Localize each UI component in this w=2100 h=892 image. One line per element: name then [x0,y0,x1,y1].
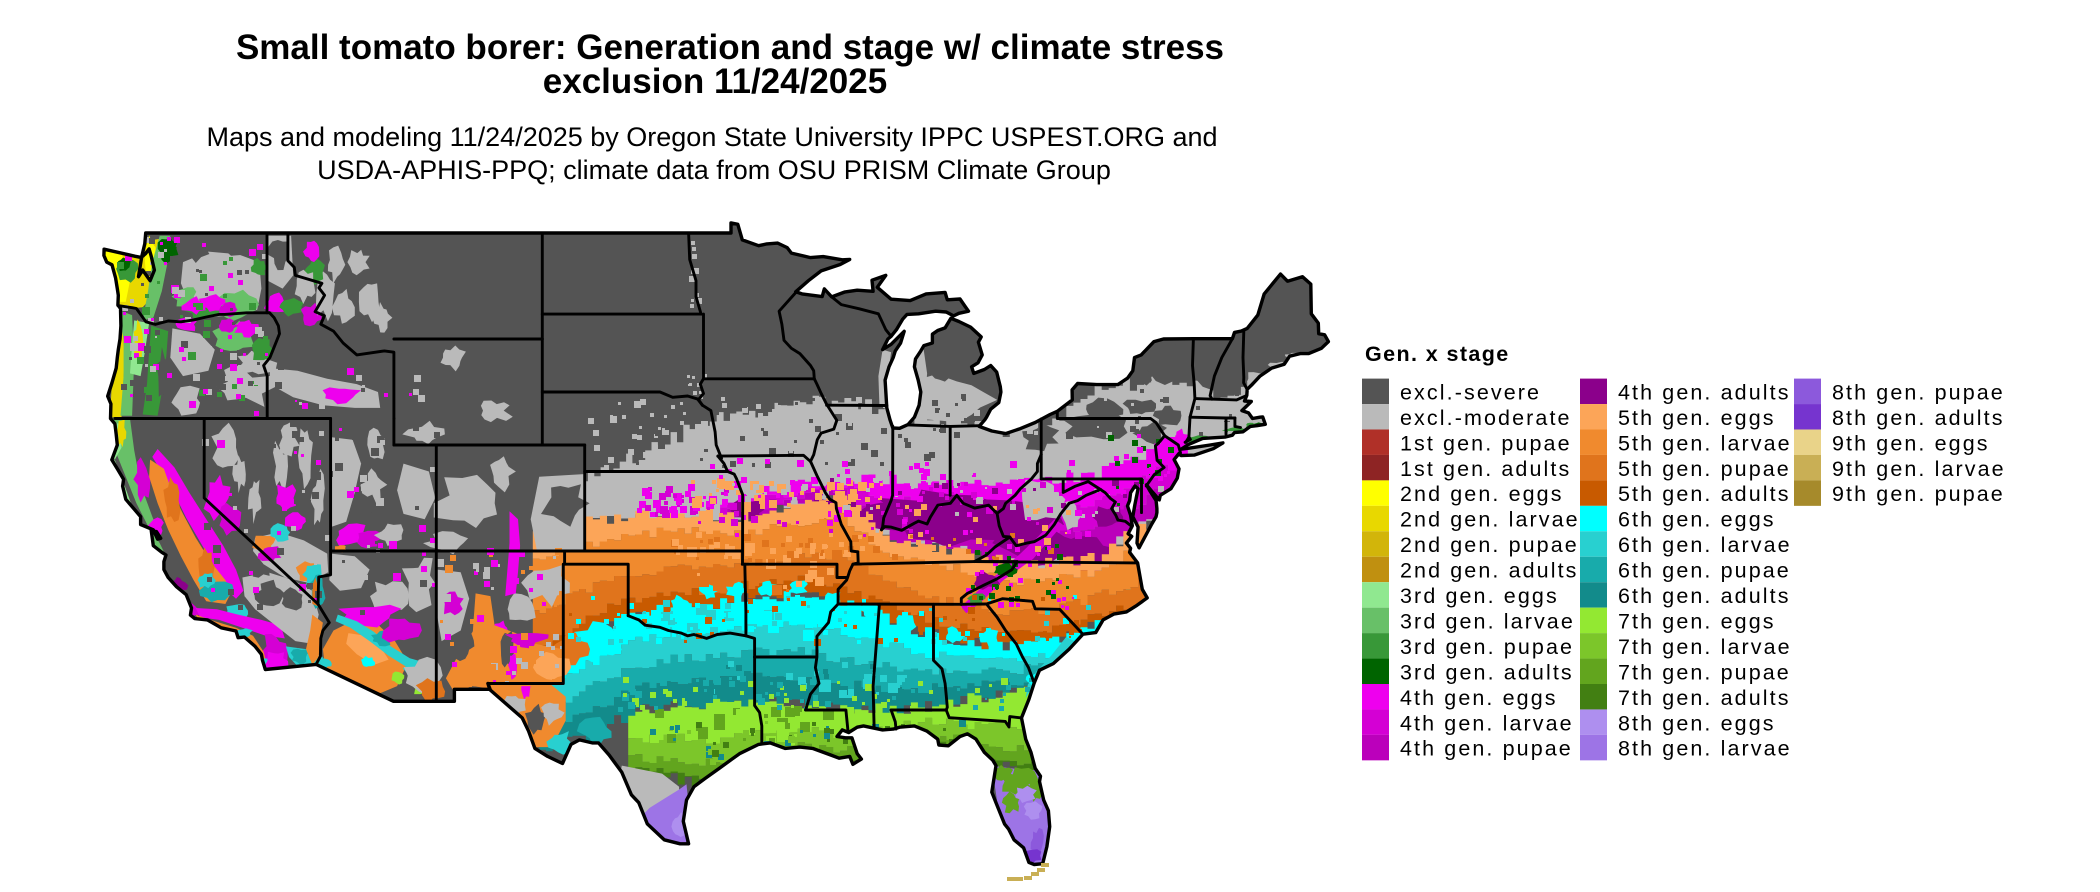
svg-text:1st gen. adults: 1st gen. adults [1400,457,1571,481]
svg-text:excl.-severe: excl.-severe [1400,380,1541,404]
svg-text:7th gen. larvae: 7th gen. larvae [1618,635,1792,659]
svg-text:Gen. x stage: Gen. x stage [1365,342,1510,366]
svg-text:3rd gen. pupae: 3rd gen. pupae [1400,635,1574,659]
svg-text:4th gen. adults: 4th gen. adults [1618,380,1791,404]
svg-text:5th gen. larvae: 5th gen. larvae [1618,431,1792,455]
svg-text:8th gen. larvae: 8th gen. larvae [1618,737,1792,761]
svg-text:4th gen. larvae: 4th gen. larvae [1400,711,1574,735]
svg-text:exclusion 11/24/2025: exclusion 11/24/2025 [543,62,887,101]
svg-text:8th gen. adults: 8th gen. adults [1832,406,2005,430]
svg-text:Small tomato borer: Generation: Small tomato borer: Generation and stage… [236,28,1224,67]
svg-text:5th gen. adults: 5th gen. adults [1618,482,1791,506]
svg-text:7th gen. pupae: 7th gen. pupae [1618,660,1791,684]
svg-text:9th gen. eggs: 9th gen. eggs [1832,431,1990,455]
svg-text:1st gen. pupae: 1st gen. pupae [1400,431,1572,455]
svg-text:8th gen. eggs: 8th gen. eggs [1618,711,1776,735]
svg-text:7th gen. adults: 7th gen. adults [1618,686,1791,710]
svg-text:4th gen. eggs: 4th gen. eggs [1400,686,1558,710]
svg-text:6th gen. pupae: 6th gen. pupae [1618,559,1791,583]
svg-text:2nd gen. eggs: 2nd gen. eggs [1400,482,1564,506]
svg-text:3rd gen. larvae: 3rd gen. larvae [1400,609,1575,633]
svg-text:Maps and modeling 11/24/2025 b: Maps and modeling 11/24/2025 by Oregon S… [206,122,1217,152]
svg-text:4th gen. pupae: 4th gen. pupae [1400,737,1573,761]
svg-text:2nd gen. pupae: 2nd gen. pupae [1400,533,1579,557]
svg-text:6th gen. adults: 6th gen. adults [1618,584,1791,608]
svg-text:5th gen. eggs: 5th gen. eggs [1618,406,1776,430]
svg-text:excl.-moderate: excl.-moderate [1400,406,1572,430]
svg-text:9th gen. larvae: 9th gen. larvae [1832,457,2006,481]
svg-text:6th gen. larvae: 6th gen. larvae [1618,533,1792,557]
svg-text:9th gen. pupae: 9th gen. pupae [1832,482,2005,506]
svg-text:2nd gen. adults: 2nd gen. adults [1400,559,1579,583]
svg-text:7th gen. eggs: 7th gen. eggs [1618,609,1776,633]
svg-text:USDA-APHIS-PPQ; climate data f: USDA-APHIS-PPQ; climate data from OSU PR… [317,155,1111,185]
svg-text:5th gen. pupae: 5th gen. pupae [1618,457,1791,481]
svg-text:3rd gen. adults: 3rd gen. adults [1400,660,1574,684]
svg-text:2nd gen. larvae: 2nd gen. larvae [1400,508,1580,532]
svg-text:8th gen. pupae: 8th gen. pupae [1832,380,2005,404]
svg-text:3rd gen. eggs: 3rd gen. eggs [1400,584,1559,608]
svg-text:6th gen. eggs: 6th gen. eggs [1618,508,1776,532]
